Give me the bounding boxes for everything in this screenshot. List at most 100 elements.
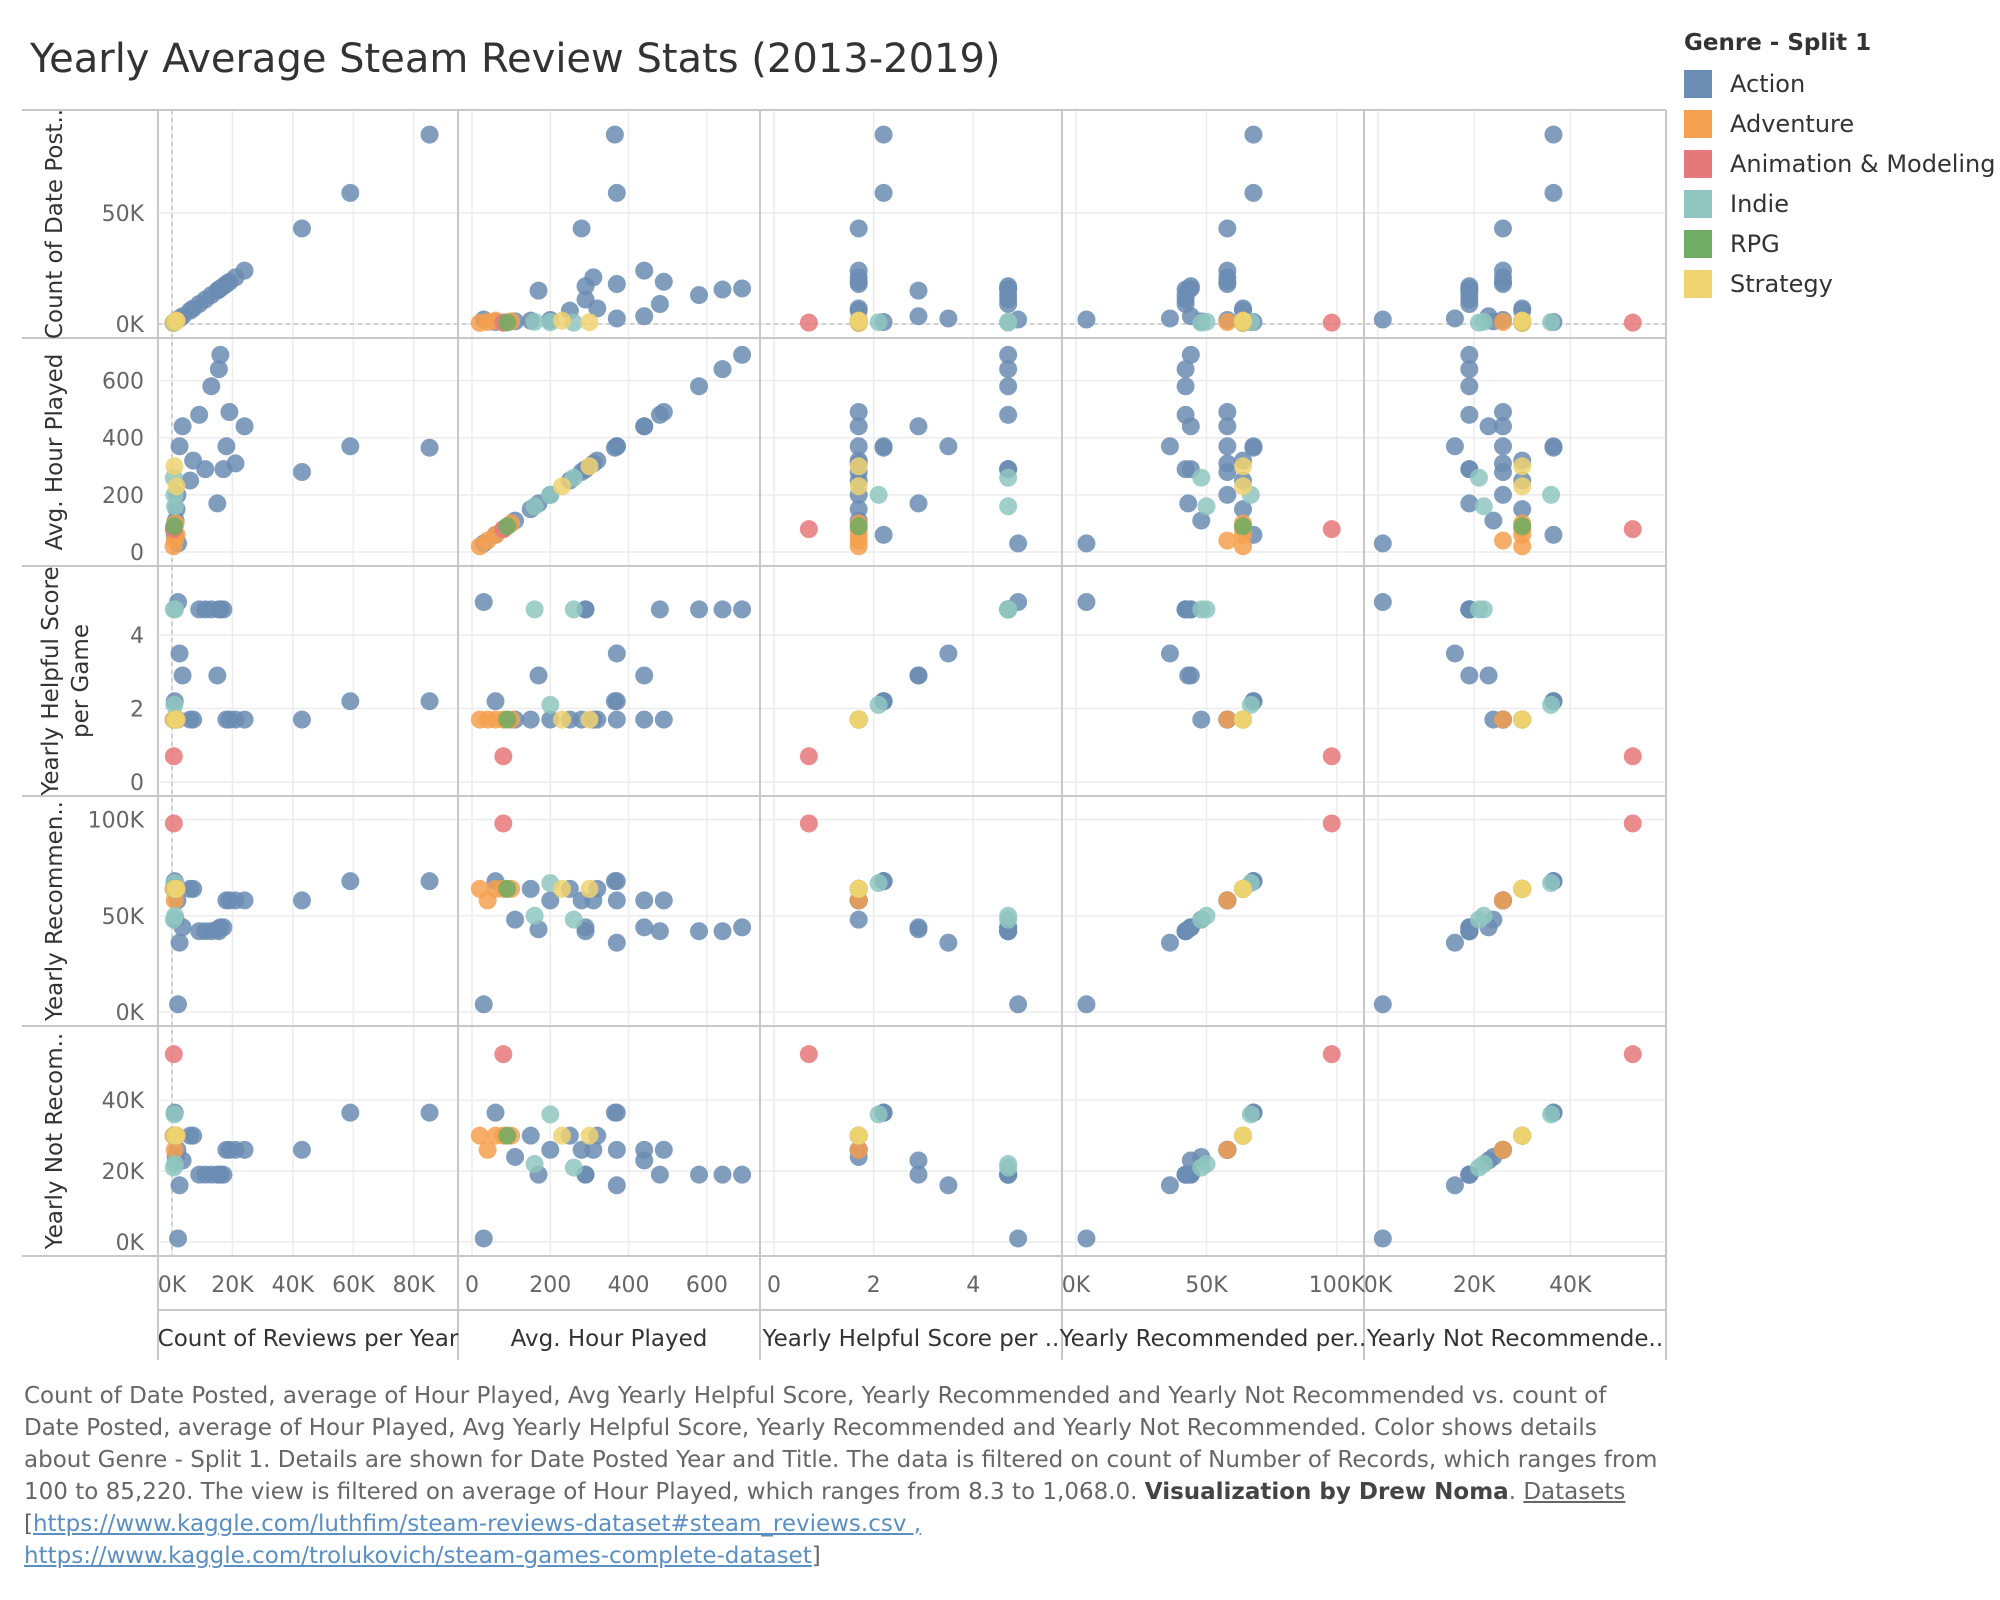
row-axis-label: Yearly Recommen.. bbox=[42, 801, 68, 1022]
legend-swatch bbox=[1684, 150, 1712, 178]
data-point bbox=[1544, 183, 1563, 202]
data-point bbox=[1513, 1126, 1532, 1145]
data-point bbox=[165, 1105, 184, 1124]
data-point bbox=[999, 600, 1018, 619]
data-point bbox=[1176, 1165, 1195, 1184]
data-point bbox=[164, 910, 183, 929]
data-point bbox=[494, 814, 513, 833]
data-point bbox=[1445, 437, 1464, 456]
data-point bbox=[607, 437, 626, 456]
data-point bbox=[576, 277, 595, 296]
legend-item-action[interactable]: Action bbox=[1684, 64, 1996, 104]
data-point bbox=[1176, 377, 1195, 396]
data-point bbox=[1197, 497, 1216, 516]
data-point bbox=[733, 1165, 752, 1184]
data-point bbox=[1493, 485, 1512, 504]
datasets-link[interactable]: Datasets bbox=[1523, 1479, 1626, 1505]
link-open-bracket: [ bbox=[24, 1511, 33, 1537]
data-point bbox=[214, 460, 233, 479]
data-point bbox=[1623, 520, 1642, 539]
data-point bbox=[1445, 933, 1464, 952]
data-point bbox=[1218, 485, 1237, 504]
data-point bbox=[190, 405, 209, 424]
data-point bbox=[849, 437, 868, 456]
data-point bbox=[909, 281, 928, 300]
data-point bbox=[1623, 747, 1642, 766]
data-point bbox=[553, 311, 572, 330]
data-point bbox=[580, 313, 599, 332]
data-point bbox=[580, 457, 599, 476]
data-point bbox=[1218, 313, 1237, 331]
data-point bbox=[1469, 313, 1488, 332]
data-point bbox=[1493, 313, 1512, 331]
legend-item-adventure[interactable]: Adventure bbox=[1684, 104, 1996, 144]
data-point bbox=[1544, 125, 1563, 144]
legend-title: Genre - Split 1 bbox=[1684, 30, 1872, 56]
data-point bbox=[420, 692, 439, 711]
data-point bbox=[525, 1155, 544, 1174]
row-tick-label: 600 bbox=[102, 370, 144, 395]
data-point bbox=[1322, 520, 1341, 539]
data-point bbox=[1009, 995, 1028, 1014]
dataset-link-1[interactable]: https://www.kaggle.com/luthfim/steam-rev… bbox=[32, 1511, 922, 1537]
data-point bbox=[1493, 417, 1512, 436]
data-point bbox=[173, 666, 192, 685]
caption: Count of Date Posted, average of Hour Pl… bbox=[24, 1383, 1658, 1569]
data-point bbox=[572, 219, 591, 238]
col-tick-label: 40K bbox=[272, 1273, 315, 1298]
data-point bbox=[733, 279, 752, 298]
data-point bbox=[498, 1126, 517, 1145]
data-point bbox=[1192, 313, 1211, 332]
data-point bbox=[849, 517, 868, 536]
dataset-link-2[interactable]: https://www.kaggle.com/trolukovich/steam… bbox=[24, 1543, 812, 1569]
caption-credit: Visualization by Drew Noma bbox=[1144, 1479, 1509, 1505]
data-point bbox=[690, 286, 709, 305]
col-tick-label: 20K bbox=[1453, 1273, 1496, 1298]
data-point bbox=[1244, 125, 1263, 144]
data-point bbox=[1009, 534, 1028, 553]
data-point bbox=[849, 1126, 868, 1145]
data-point bbox=[1373, 1229, 1392, 1248]
col-axis-label: Yearly Helpful Score per .. bbox=[762, 1326, 1060, 1352]
data-point bbox=[470, 710, 489, 729]
row-tick-label: 40K bbox=[102, 1089, 145, 1114]
data-point bbox=[165, 457, 184, 476]
data-point bbox=[999, 377, 1018, 396]
legend-item-indie[interactable]: Indie bbox=[1684, 184, 1996, 224]
data-point bbox=[849, 879, 868, 898]
legend-item-animation-modeling[interactable]: Animation & Modeling bbox=[1684, 144, 1996, 184]
data-point bbox=[420, 125, 439, 144]
data-point bbox=[999, 313, 1018, 332]
legend-item-rpg[interactable]: RPG bbox=[1684, 224, 1996, 264]
data-point bbox=[1484, 511, 1503, 530]
data-point bbox=[1474, 497, 1493, 516]
data-point bbox=[498, 710, 517, 729]
data-point bbox=[1218, 891, 1237, 910]
data-point bbox=[1218, 275, 1237, 293]
legend-item-strategy[interactable]: Strategy bbox=[1684, 264, 1996, 304]
data-point bbox=[541, 1140, 560, 1159]
data-point bbox=[635, 417, 654, 436]
row-axis-label: Count of Date Post.. bbox=[42, 109, 68, 339]
data-point bbox=[1218, 1140, 1237, 1159]
col-axis-label: Count of Reviews per Year bbox=[158, 1326, 459, 1352]
data-point bbox=[498, 517, 517, 536]
row-tick-label: 0K bbox=[116, 1231, 145, 1256]
data-point bbox=[635, 666, 654, 685]
data-point bbox=[650, 922, 669, 941]
data-point bbox=[999, 1158, 1018, 1177]
data-point bbox=[1181, 345, 1200, 364]
data-point bbox=[580, 879, 599, 898]
data-point bbox=[849, 710, 868, 729]
data-point bbox=[650, 405, 669, 424]
data-point bbox=[607, 1103, 626, 1122]
data-point bbox=[999, 910, 1018, 929]
data-point bbox=[292, 710, 311, 729]
data-point bbox=[607, 644, 626, 663]
data-point bbox=[1513, 879, 1532, 898]
data-point bbox=[494, 747, 513, 766]
data-point bbox=[1513, 537, 1532, 556]
data-point bbox=[1469, 910, 1488, 929]
data-point bbox=[474, 1229, 493, 1248]
data-point bbox=[1234, 537, 1253, 556]
